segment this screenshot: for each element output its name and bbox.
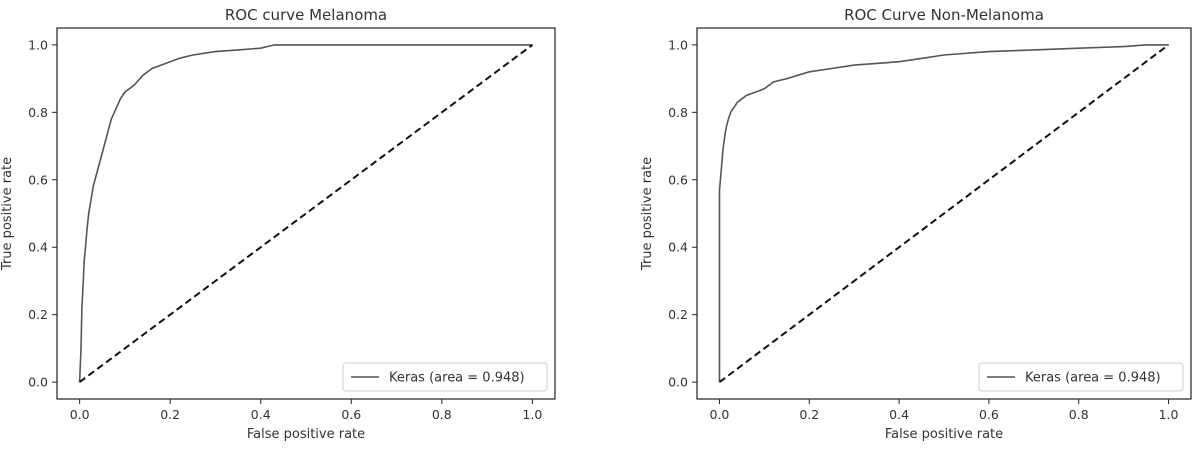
x-tick-label: 0.0 xyxy=(70,407,90,422)
legend: Keras (area = 0.948) xyxy=(342,362,548,392)
roc-series-line xyxy=(78,44,533,383)
y-tick-label: 0.0 xyxy=(28,375,48,390)
x-tick-label: 0.2 xyxy=(160,407,180,422)
legend-entry-label: Keras (area = 0.948) xyxy=(389,371,525,386)
chart-title: ROC Curve Non-Melanoma xyxy=(844,6,1044,24)
x-tick-label: 1.0 xyxy=(522,407,542,422)
x-tick-label: 0.2 xyxy=(799,407,819,422)
chart-title: ROC curve Melanoma xyxy=(225,6,387,24)
legend-entry-label: Keras (area = 0.948) xyxy=(1025,371,1161,386)
y-tick-label: 0.8 xyxy=(28,105,48,120)
x-tick-label: 0.6 xyxy=(341,407,361,422)
y-tick-label: 0.4 xyxy=(668,240,688,255)
legend-box xyxy=(978,362,1184,392)
x-tick-label: 0.4 xyxy=(251,407,271,422)
plot-frame xyxy=(696,27,1192,400)
legend-box xyxy=(342,362,548,392)
y-axis-label: True positive rate xyxy=(640,157,655,271)
x-tick-label: 0.8 xyxy=(432,407,452,422)
y-axis-label: True positive rate xyxy=(0,157,15,271)
roc-chart-non-melanoma: ROC Curve Non-Melanoma 0.0 0.2 0.4 0.6 0.8 1.0… xyxy=(640,6,1192,442)
y-tick-label: 0.2 xyxy=(668,307,688,322)
y-tick-label: 0.8 xyxy=(668,105,688,120)
x-tick-label: 0.6 xyxy=(979,407,999,422)
legend: Keras (area = 0.948) xyxy=(978,362,1184,392)
y-tick-label: 0.2 xyxy=(28,307,48,322)
y-tick-label: 0.6 xyxy=(28,172,48,187)
y-tick-label: 1.0 xyxy=(668,37,688,52)
y-tick-label: 1.0 xyxy=(28,37,48,52)
x-axis-label: False positive rate xyxy=(885,427,1003,442)
plot-frame xyxy=(56,27,556,400)
x-tick-label: 1.0 xyxy=(1159,407,1179,422)
x-tick-label: 0.0 xyxy=(710,407,730,422)
chance-diagonal-line xyxy=(718,44,1170,383)
x-tick-label: 0.8 xyxy=(1069,407,1089,422)
roc-chart-melanoma: ROC curve Melanoma 0.0 0.2 0.4 0.6 0.8 1.0 0.0 0… xyxy=(0,6,556,442)
roc-series-line xyxy=(718,44,1169,383)
x-tick-label: 0.4 xyxy=(889,407,909,422)
x-axis-label: False positive rate xyxy=(247,427,365,442)
y-tick-label: 0.0 xyxy=(668,375,688,390)
y-tick-label: 0.4 xyxy=(28,240,48,255)
chance-diagonal-line xyxy=(79,44,533,383)
y-tick-label: 0.6 xyxy=(668,172,688,187)
